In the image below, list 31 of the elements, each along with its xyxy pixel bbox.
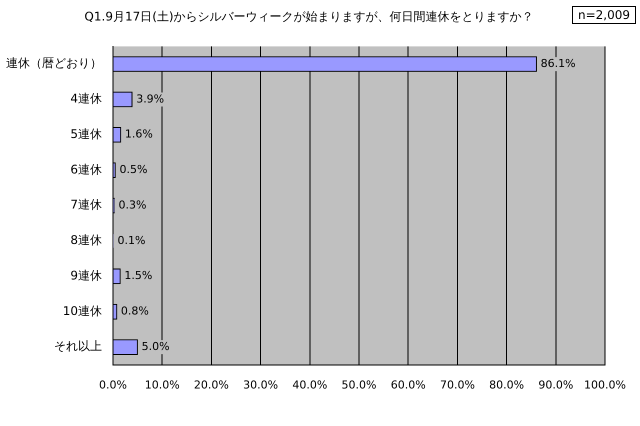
- data-label: 0.1%: [117, 234, 146, 247]
- y-tick-label: 10連休: [62, 304, 102, 318]
- data-label: 1.5%: [124, 269, 152, 282]
- x-tick-label: 70.0%: [440, 378, 475, 392]
- x-tick-label: 40.0%: [292, 378, 328, 392]
- x-tick-label: 100.0%: [584, 378, 626, 392]
- x-tick-label: 90.0%: [538, 378, 574, 392]
- data-label: 0.3%: [118, 198, 146, 212]
- x-tick-label: 10.0%: [144, 378, 180, 392]
- y-tick-label: 7連休: [70, 198, 102, 212]
- data-label: 1.6%: [124, 128, 153, 141]
- x-tick-label: 0.0%: [99, 378, 127, 392]
- y-tick-label: それ以上: [54, 339, 102, 354]
- x-tick-label: 50.0%: [342, 378, 376, 392]
- x-tick-label: 60.0%: [390, 378, 426, 392]
- x-tick-label: 20.0%: [194, 378, 229, 392]
- y-tick-label: 5連休: [70, 126, 102, 141]
- y-tick-label: 6連休: [70, 162, 102, 176]
- data-label: 3.9%: [136, 92, 164, 106]
- data-label: 0.5%: [119, 163, 148, 176]
- y-tick-label: 9連休: [70, 268, 102, 282]
- y-tick-label: 4連休: [70, 92, 102, 106]
- text: n=2,009: [572, 6, 636, 24]
- y-tick-label: 8連休: [70, 233, 102, 248]
- y-tick-label: 連休（暦どおり）: [6, 56, 102, 70]
- x-tick-label: 80.0%: [489, 378, 524, 392]
- chart-title: Q1.9月17日(土)からシルバーウィークが始まりますが、何日間連休をとりますか？: [84, 9, 534, 24]
- data-label: 86.1%: [540, 56, 576, 70]
- x-tick-label: 30.0%: [243, 378, 278, 392]
- data-label: 5.0%: [142, 340, 170, 353]
- data-label: 0.8%: [120, 304, 149, 318]
